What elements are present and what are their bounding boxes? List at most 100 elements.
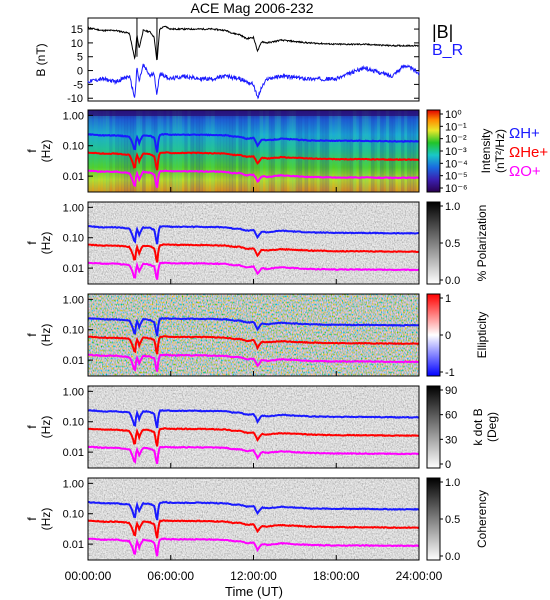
spectrogram-stripe bbox=[349, 110, 354, 192]
spectrogram-stripe bbox=[274, 110, 279, 192]
spectrogram-stripe bbox=[115, 110, 119, 192]
panel-bfield-frame bbox=[87, 17, 420, 102]
spectrogram-panel-1: 1.00 0.10 0.01 f (Hz) 10⁰10⁻¹10⁻²10⁻³10⁻⁴10⁻⁵… bbox=[25, 109, 507, 195]
spectrogram-stripe bbox=[364, 110, 369, 192]
spec-y-label: f bbox=[25, 149, 39, 153]
spectrogram-stripe bbox=[88, 110, 92, 192]
spectrogram-stripe bbox=[286, 110, 291, 192]
spectrogram-stripe bbox=[208, 110, 212, 192]
colorbar-tick-label: 1.0 bbox=[445, 201, 460, 213]
spectrogram-stripe bbox=[409, 110, 414, 192]
colorbar-tick-label: 10⁻⁵ bbox=[445, 171, 468, 183]
gyro-line-o bbox=[87, 445, 420, 465]
spec-y-label: f bbox=[25, 241, 39, 245]
spectrogram-image bbox=[88, 478, 419, 560]
spectrogram-stripe bbox=[127, 110, 131, 192]
spectrogram-stripe bbox=[235, 110, 239, 192]
spec-y-tick-label: 1.00 bbox=[63, 294, 84, 306]
spectrogram-stripe bbox=[403, 110, 408, 192]
panel-bfield: B (nT) 15 10 5 0-5 -10 |B| B_R bbox=[34, 17, 463, 105]
spectrogram-image bbox=[88, 202, 419, 284]
colorbar-tick-label: 1 bbox=[445, 293, 451, 305]
legend-BR: B_R bbox=[432, 42, 463, 59]
bfield-y-tick-label: 5 bbox=[77, 52, 83, 64]
spec-y-tick-label: 1.00 bbox=[63, 386, 84, 398]
spectrogram-stripe bbox=[316, 110, 321, 192]
spec-y-label: f bbox=[25, 517, 39, 521]
gyro-line-he bbox=[87, 519, 420, 539]
colorbar bbox=[426, 477, 441, 561]
gyro-line-o bbox=[87, 169, 420, 189]
spec-y-label-unit: (Hz) bbox=[39, 508, 53, 531]
spectrogram-panels: 1.000.100.01f (Hz)10⁰10⁻¹10⁻²10⁻³10⁻⁴10⁻⁵… bbox=[25, 109, 507, 563]
bfield-y-tick-label: -5 bbox=[73, 79, 83, 91]
spectrogram-panel-4: 1.00 0.10 0.01 f (Hz) 90 60 30 0 k dot B (Deg) bbox=[25, 385, 499, 471]
spectrogram-stripe bbox=[91, 110, 95, 192]
spectrogram-panel-5: 1.00 0.10 0.01 f (Hz) 1.0 0.5 0.0 Coherency bbox=[25, 477, 489, 563]
colorbar bbox=[426, 293, 441, 377]
bfield-series-absB bbox=[87, 25, 419, 61]
spectrogram-stripe bbox=[334, 110, 339, 192]
gyro-line-h bbox=[87, 132, 420, 153]
figure-title: ACE Mag 2006-232 bbox=[191, 0, 314, 16]
spectrogram-stripe bbox=[304, 110, 309, 192]
panel-bfield-y-ticks: 15 10 5 0-5 -10 bbox=[67, 24, 419, 105]
spectrogram-stripe bbox=[298, 110, 303, 192]
colorbar-tick-label: 10⁻² bbox=[445, 134, 467, 146]
gyro-line-h bbox=[87, 316, 420, 337]
spectrogram-stripe bbox=[406, 110, 411, 192]
spectrogram-stripe bbox=[118, 110, 122, 192]
bfield-series-BR bbox=[87, 63, 420, 100]
colorbar-tick-label: 0.0 bbox=[445, 275, 460, 287]
spectrogram-stripe bbox=[169, 110, 173, 192]
gyro-line-he bbox=[87, 151, 420, 171]
spec-y-tick-label: 1.00 bbox=[63, 110, 84, 122]
spectrogram-stripe bbox=[262, 110, 267, 192]
spectrogram-stripe bbox=[232, 110, 236, 192]
spectrogram-image bbox=[88, 386, 419, 468]
spectrogram-stripe bbox=[307, 110, 312, 192]
spectrogram-stripe bbox=[382, 110, 387, 192]
spec-y-tick-label: 1.00 bbox=[63, 202, 84, 214]
spectrogram-stripe bbox=[94, 110, 98, 192]
spectrogram-stripe bbox=[193, 110, 197, 192]
spectrogram-stripe bbox=[178, 110, 182, 192]
spectrogram-stripe bbox=[394, 110, 399, 192]
bfield-y-tick-label: 0 bbox=[77, 66, 83, 78]
spec-y-tick-label: 0.01 bbox=[63, 539, 84, 551]
gyro-legend-h: ΩH+ bbox=[509, 125, 540, 142]
spectrogram-stripe bbox=[145, 110, 149, 192]
spectrogram-stripe bbox=[196, 110, 200, 192]
spec-y-tick-label: 0.01 bbox=[63, 447, 84, 459]
colorbar bbox=[426, 385, 441, 469]
spectrogram-stripe bbox=[370, 110, 375, 192]
spectrogram-stripe bbox=[322, 110, 327, 192]
gyro-line-he bbox=[88, 243, 420, 263]
gyro-line-h bbox=[87, 408, 420, 429]
colorbar-tick-label: 10⁻⁶ bbox=[445, 183, 468, 195]
spectrogram-stripe bbox=[325, 110, 330, 192]
colorbar-label: Intensity bbox=[479, 129, 493, 174]
gyro-line-he bbox=[87, 335, 420, 355]
spectrogram-stripe bbox=[268, 110, 273, 192]
spectrogram-stripe bbox=[355, 110, 360, 192]
spectrogram-stripe bbox=[379, 110, 384, 192]
spectrogram-stripe bbox=[259, 110, 264, 192]
gyro-legend-he: ΩHe+ bbox=[509, 144, 548, 161]
spectrogram-stripe bbox=[415, 110, 420, 192]
spectrogram-stripe bbox=[295, 110, 300, 192]
spectrogram-stripe bbox=[337, 110, 342, 192]
colorbar bbox=[426, 201, 441, 285]
spectrogram-stripe bbox=[109, 110, 113, 192]
spectrogram-stripe bbox=[358, 110, 363, 192]
spectrogram-panel-3: 1.00 0.10 0.01 f (Hz) 1 0 -1 Ellipticity bbox=[25, 293, 489, 379]
spectrogram-stripe bbox=[310, 110, 315, 192]
spec-y-label-unit: (Hz) bbox=[39, 232, 53, 255]
spectrogram-stripe bbox=[328, 110, 333, 192]
gyro-legend: ΩH+ ΩHe+ ΩO+ bbox=[509, 125, 548, 180]
spectrogram-stripe bbox=[100, 110, 104, 192]
spectrogram-stripe bbox=[238, 110, 242, 192]
spectrogram-stripe bbox=[352, 110, 357, 192]
spectrogram-stripe bbox=[244, 110, 248, 192]
spectrogram-stripe bbox=[214, 110, 218, 192]
